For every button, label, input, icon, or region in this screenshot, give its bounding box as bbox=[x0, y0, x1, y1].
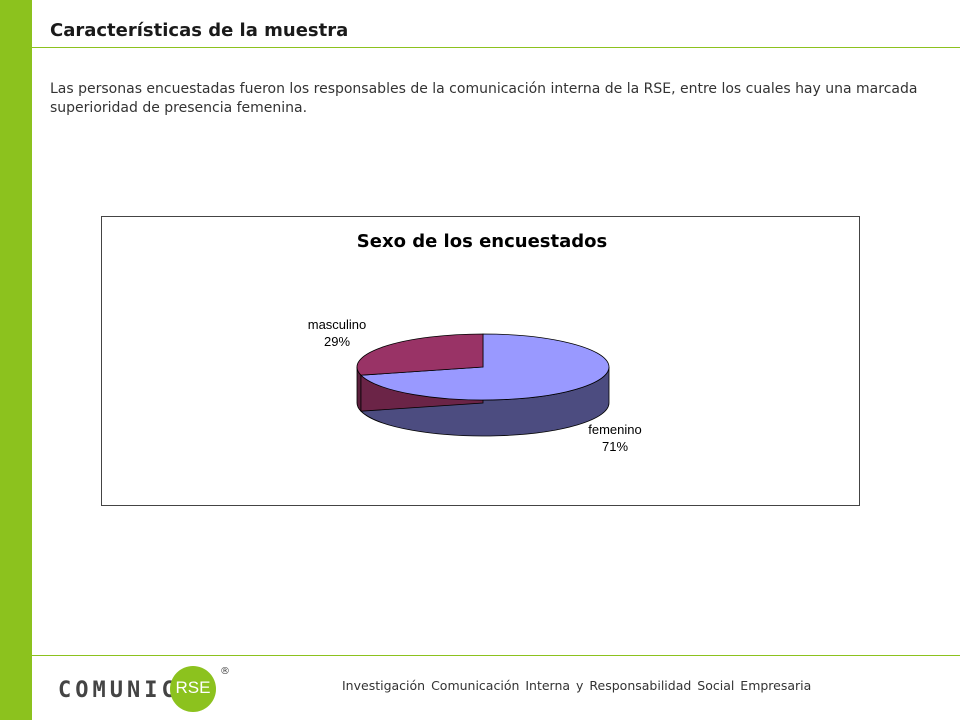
title-divider bbox=[32, 47, 960, 48]
footer-divider bbox=[32, 655, 960, 656]
logo-badge-text: RSE bbox=[175, 678, 211, 697]
registered-mark: ® bbox=[220, 666, 230, 677]
pie-value-femenino: 71% bbox=[602, 439, 628, 454]
footer-text: Investigación Comunicación Interna y Res… bbox=[342, 678, 812, 693]
pie-slice-femenino bbox=[360, 333, 610, 401]
pie-slice-masculino bbox=[356, 333, 484, 376]
pie-chart: Sexo de los encuestados femenino 71% mascu… bbox=[101, 216, 860, 506]
pie-label-femenino: femenino bbox=[588, 422, 641, 437]
logo-wordmark: COMUNICA bbox=[58, 678, 196, 703]
intro-paragraph: Las personas encuestadas fueron los resp… bbox=[50, 81, 918, 116]
page-title: Características de la muestra bbox=[50, 20, 349, 41]
pie-chart-canvas: Sexo de los encuestados femenino 71% mascu… bbox=[308, 231, 642, 454]
pie-label-masculino: masculino bbox=[308, 317, 367, 332]
pie-labels: femenino 71% masculino 29% bbox=[308, 317, 642, 454]
logo-badge: RSE bbox=[170, 666, 216, 712]
chart-title: Sexo de los encuestados bbox=[357, 231, 607, 252]
side-accent-bar bbox=[0, 0, 32, 720]
pie-tops bbox=[356, 333, 610, 401]
pie-value-masculino: 29% bbox=[324, 334, 350, 349]
brand-logo: COMUNICA RSE ® bbox=[58, 664, 238, 714]
